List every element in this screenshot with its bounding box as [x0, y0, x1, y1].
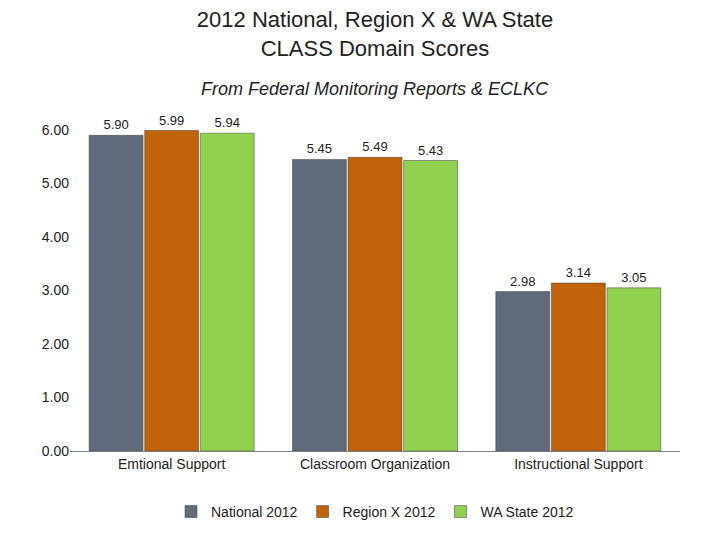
svg-text:Instructional Support: Instructional Support — [514, 456, 643, 472]
svg-text:Region X 2012: Region X 2012 — [343, 504, 436, 520]
svg-text:2012 National, Region X & WA S: 2012 National, Region X & WA StateCLASS … — [197, 7, 553, 61]
svg-text:3.00: 3.00 — [42, 282, 69, 298]
svg-text:0.00: 0.00 — [42, 443, 69, 459]
svg-text:From Federal Monitoring Report: From Federal Monitoring Reports & ECLKC — [201, 79, 549, 99]
svg-text:1.00: 1.00 — [42, 389, 69, 405]
svg-text:5.43: 5.43 — [418, 143, 443, 158]
svg-text:5.49: 5.49 — [362, 139, 387, 154]
svg-text:2.00: 2.00 — [42, 336, 69, 352]
svg-text:3.05: 3.05 — [621, 270, 646, 285]
svg-text:National 2012: National 2012 — [211, 504, 298, 520]
svg-text:5.45: 5.45 — [307, 141, 332, 156]
svg-text:5.99: 5.99 — [159, 113, 184, 128]
svg-text:Emtional Support: Emtional Support — [118, 456, 226, 472]
svg-text:Classroom Organization: Classroom Organization — [300, 456, 450, 472]
svg-text:3.14: 3.14 — [566, 265, 591, 280]
svg-text:5.94: 5.94 — [215, 115, 240, 130]
svg-text:WA State 2012: WA State 2012 — [480, 504, 573, 520]
svg-text:6.00: 6.00 — [42, 122, 69, 138]
svg-text:4.00: 4.00 — [42, 229, 69, 245]
svg-text:5.90: 5.90 — [103, 117, 128, 132]
svg-text:2.98: 2.98 — [510, 274, 535, 289]
svg-text:5.00: 5.00 — [42, 175, 69, 191]
